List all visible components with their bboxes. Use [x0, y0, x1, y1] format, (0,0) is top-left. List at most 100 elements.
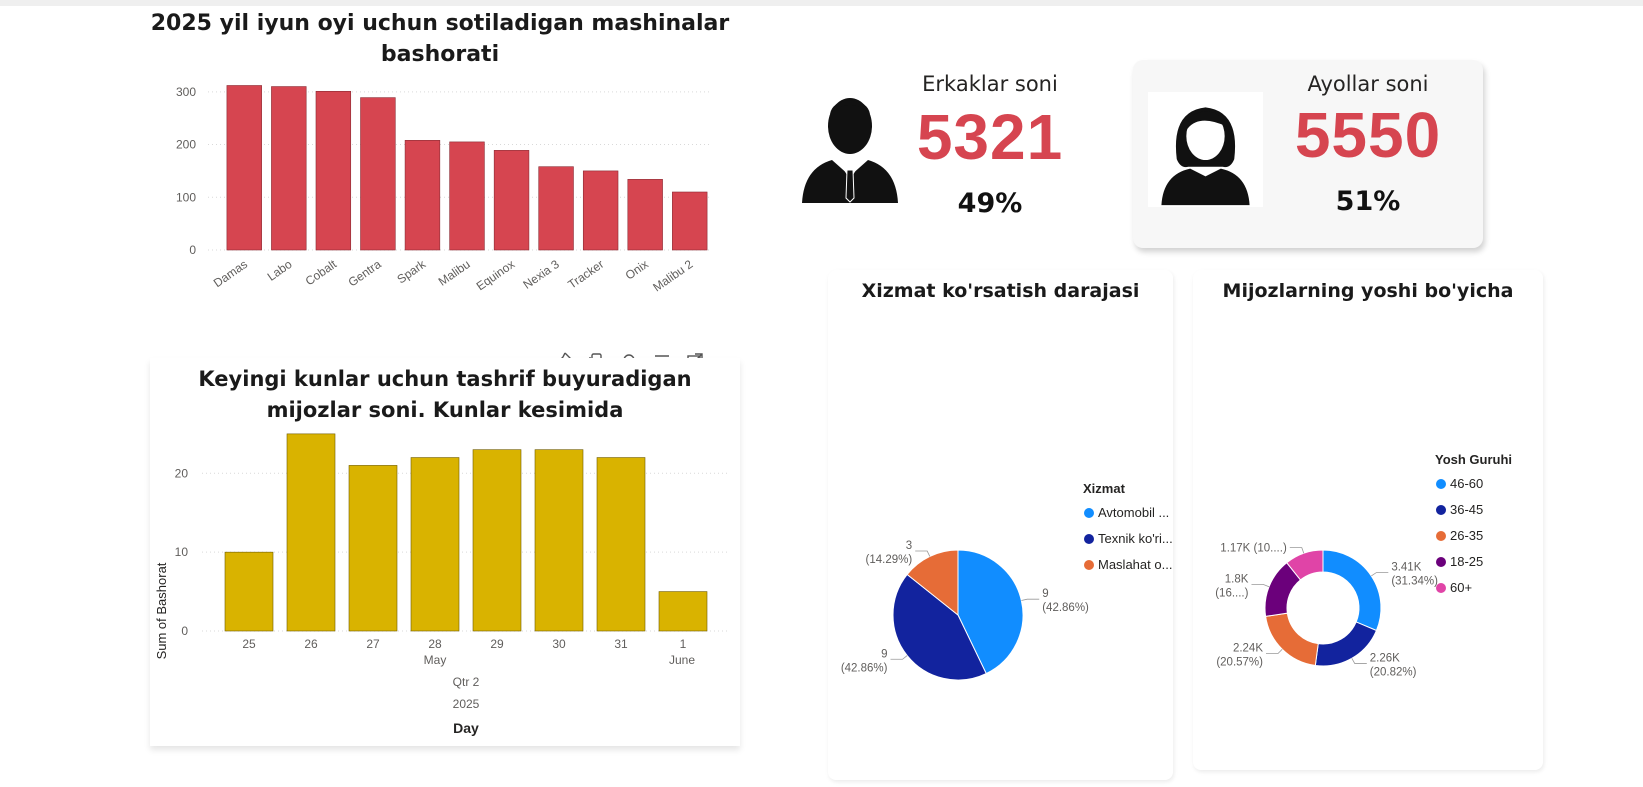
- x-tick-label: 25: [242, 637, 256, 651]
- bar[interactable]: [410, 457, 460, 632]
- x-tick-label: Malibu 2: [650, 257, 695, 295]
- kpi-women-card: Ayollar soni 5550 51%: [1133, 60, 1483, 248]
- y-tick-label: 0: [189, 243, 196, 257]
- data-label-value: 3: [906, 540, 912, 552]
- x-tick-label: Cobalt: [303, 257, 340, 289]
- pie-slice[interactable]: [906, 549, 959, 617]
- leader-line: [1266, 648, 1283, 654]
- bar[interactable]: [360, 97, 396, 251]
- man-avatar-icon: [802, 98, 898, 203]
- pie-slice[interactable]: [957, 549, 1024, 675]
- bar[interactable]: [672, 191, 708, 251]
- pie-slice[interactable]: [1314, 621, 1378, 667]
- legend-marker: [1436, 531, 1446, 541]
- x-tick-label: Nexia 3: [520, 257, 562, 292]
- legend-item[interactable]: 18-25: [1450, 554, 1483, 569]
- bar[interactable]: [449, 141, 485, 251]
- service-pie-chart: 9 (42.86%) 9 (42.86%) 3 (14.29%) Xizmat Avtomo…: [841, 481, 1173, 681]
- data-label-percent: (42.86%): [1042, 602, 1089, 614]
- leader-line: [915, 550, 931, 557]
- data-label-value: 9: [1042, 588, 1048, 600]
- kpi-women-value: 5550: [1294, 99, 1442, 171]
- data-label-value: 9: [881, 648, 887, 660]
- x-tick-label: Labo: [265, 257, 295, 284]
- bar[interactable]: [315, 90, 352, 251]
- pie-slice[interactable]: [1265, 612, 1319, 667]
- x-tick-label: 27: [366, 637, 380, 651]
- x-tick-label: 26: [304, 637, 318, 651]
- bar[interactable]: [582, 170, 619, 251]
- visitors-title: Keyingi kunlar uchun tashrif buyuradigan…: [198, 367, 692, 422]
- x-tick-label: 28: [428, 637, 442, 651]
- data-label-percent: (16....): [1215, 588, 1248, 600]
- x-tick-label: 30: [552, 637, 566, 651]
- leader-line: [1251, 584, 1270, 588]
- bar[interactable]: [348, 465, 398, 632]
- bar[interactable]: [658, 591, 708, 632]
- data-label-value: 1.8K: [1225, 574, 1249, 586]
- bar[interactable]: [224, 551, 274, 632]
- x-tick-label: 31: [614, 637, 628, 651]
- legend-marker: [1436, 505, 1446, 515]
- visitors-xlabel: Day: [453, 720, 479, 736]
- y-tick-label: 300: [176, 85, 196, 99]
- legend-item[interactable]: 36-45: [1450, 502, 1483, 517]
- bar[interactable]: [472, 449, 522, 632]
- bar[interactable]: [493, 150, 530, 251]
- x-tick-label: Spark: [394, 256, 429, 286]
- car-sales-title: 2025 yil iyun oyi uchun sotiladigan mash…: [150, 11, 730, 67]
- kpi-men-label: Erkaklar soni: [922, 72, 1058, 96]
- top-bar: [0, 0, 1643, 6]
- data-label-percent: (42.86%): [841, 662, 888, 674]
- bar[interactable]: [404, 140, 441, 251]
- age-donut-chart: 3.41K (31.34%) 2.26K (20.82%) 2.24K (20.57%) 1…: [1215, 452, 1512, 679]
- legend-item[interactable]: Maslahat o...: [1098, 557, 1172, 572]
- bar[interactable]: [596, 457, 646, 632]
- legend-marker: [1084, 508, 1094, 518]
- bar[interactable]: [538, 166, 574, 251]
- month-label-june: June: [669, 653, 695, 667]
- bar[interactable]: [226, 85, 262, 251]
- y-tick-label: 20: [175, 466, 189, 480]
- legend-marker: [1084, 560, 1094, 570]
- data-label-percent: (20.82%): [1370, 667, 1417, 679]
- leader-line: [890, 655, 908, 660]
- service-pie-title: Xizmat ko'rsatish darajasi: [861, 280, 1140, 302]
- x-tick-label: Equinox: [474, 257, 518, 293]
- bar[interactable]: [534, 449, 584, 632]
- kpi-women-percent: 51%: [1335, 186, 1401, 217]
- legend-item[interactable]: 46-60: [1450, 476, 1483, 491]
- age-donut-title: Mijozlarning yoshi bo'yicha: [1222, 280, 1514, 302]
- data-label-percent: (20.57%): [1216, 657, 1263, 669]
- data-label-percent: (31.34%): [1391, 576, 1438, 588]
- age-donut-card: Mijozlarning yoshi bo'yicha 3.41K (31.34%…: [1193, 270, 1543, 770]
- data-label-percent: (14.29%): [866, 554, 913, 566]
- leader-line: [1351, 658, 1367, 664]
- bar[interactable]: [271, 86, 307, 251]
- y-tick-label: 100: [176, 190, 196, 204]
- pie-slice[interactable]: [1322, 549, 1382, 632]
- pie-slice[interactable]: [1286, 549, 1324, 581]
- legend-item[interactable]: 60+: [1450, 580, 1472, 595]
- kpi-men-value: 5321: [916, 101, 1064, 173]
- y-tick-label: 0: [181, 624, 188, 638]
- bar[interactable]: [627, 179, 663, 251]
- legend-item[interactable]: Texnik ko'ri...: [1098, 531, 1173, 546]
- legend-item[interactable]: Avtomobil ...: [1098, 505, 1169, 520]
- legend-marker: [1436, 557, 1446, 567]
- data-label-value: 1.17K (10....): [1220, 543, 1287, 555]
- quarter-label: Qtr 2: [453, 675, 480, 689]
- legend-marker: [1436, 583, 1446, 593]
- service-pie-card: Xizmat ko'rsatish darajasi 9 (42.86%) 9 (42…: [828, 270, 1173, 780]
- bar[interactable]: [286, 433, 336, 632]
- legend-title: Xizmat: [1083, 481, 1126, 496]
- year-label: 2025: [453, 697, 480, 711]
- visitors-card: Keyingi kunlar uchun tashrif buyuradigan…: [150, 358, 740, 746]
- x-tick-label: Damas: [211, 257, 250, 290]
- x-tick-label: Gentra: [346, 257, 384, 290]
- pie-slice[interactable]: [892, 573, 987, 681]
- leader-line: [1289, 547, 1305, 554]
- data-label-value: 2.26K: [1370, 653, 1400, 665]
- legend-item[interactable]: 26-35: [1450, 528, 1483, 543]
